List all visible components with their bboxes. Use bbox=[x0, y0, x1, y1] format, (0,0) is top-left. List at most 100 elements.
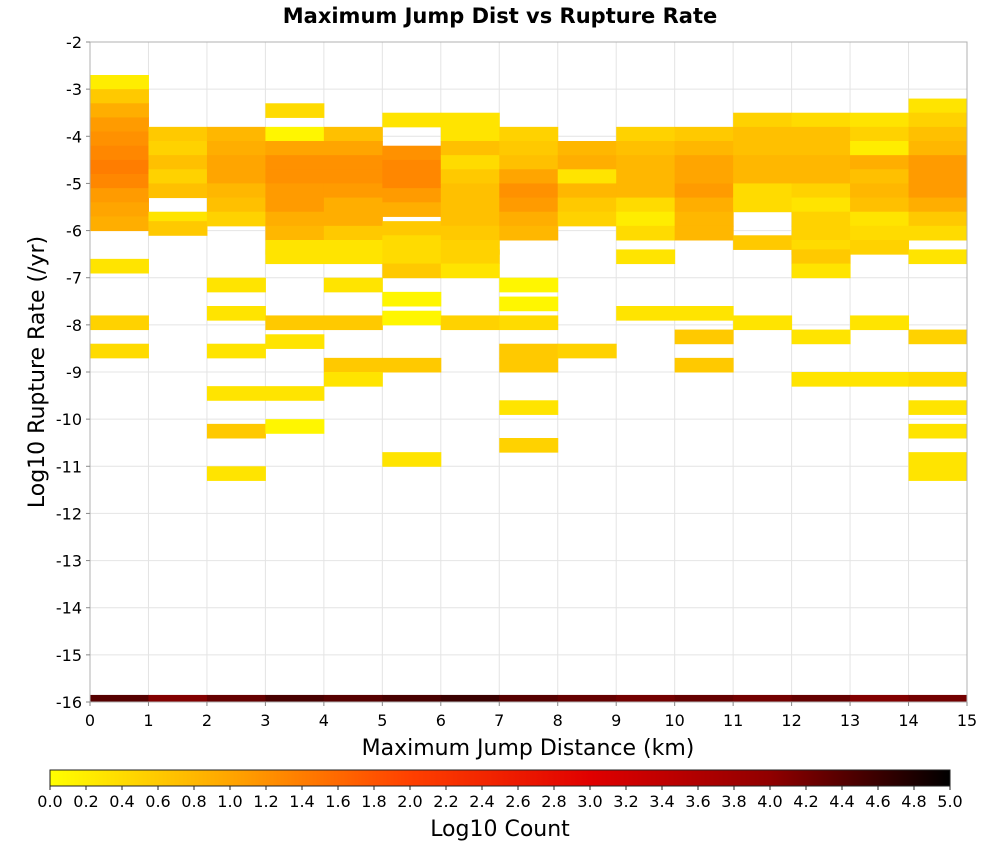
heatmap-cell bbox=[90, 145, 149, 161]
heatmap-cell bbox=[440, 155, 500, 170]
colorbar-tick-label: 1.6 bbox=[325, 792, 350, 811]
heatmap-cell bbox=[323, 183, 383, 199]
heatmap-cell bbox=[206, 126, 266, 142]
heatmap-cell bbox=[616, 169, 676, 184]
heatmap-cell bbox=[90, 694, 149, 702]
heatmap-cell bbox=[616, 211, 676, 227]
colorbar bbox=[49, 769, 951, 787]
y-tick-label: -13 bbox=[56, 552, 82, 571]
y-axis-ticks: -2 -3 -4 -5 -6 -7 -8 -9 -10 -11 -12 -13 -14 -15 -16 bbox=[56, 33, 90, 712]
colorbar-tick-label: 2.6 bbox=[505, 792, 530, 811]
heatmap-cell bbox=[733, 235, 793, 250]
heatmap-cell bbox=[674, 211, 734, 227]
heatmap-cell bbox=[323, 249, 383, 265]
y-tick-label: -3 bbox=[66, 80, 82, 99]
heatmap-cell bbox=[382, 452, 442, 467]
heatmap-cell bbox=[499, 694, 559, 702]
heatmap-cell bbox=[206, 277, 266, 293]
heatmap-cell bbox=[499, 141, 559, 156]
heatmap-cell bbox=[265, 315, 325, 331]
heatmap-cell bbox=[499, 357, 559, 373]
colorbar-tick-label: 4.0 bbox=[757, 792, 782, 811]
x-tick-label: 13 bbox=[840, 711, 860, 730]
heatmap-cell bbox=[148, 183, 208, 199]
y-tick-label: -9 bbox=[66, 363, 82, 382]
x-tick-label: 4 bbox=[319, 711, 329, 730]
y-tick-label: -14 bbox=[56, 599, 82, 618]
heatmap-cell bbox=[206, 169, 266, 184]
heatmap-cell bbox=[265, 211, 325, 227]
heatmap-cell bbox=[323, 211, 383, 227]
heatmap-cell bbox=[90, 315, 149, 331]
heatmap-cell bbox=[850, 155, 910, 170]
heatmap-cell bbox=[791, 112, 851, 128]
heatmap-cell bbox=[206, 423, 266, 439]
colorbar-tick-label: 0.0 bbox=[37, 792, 62, 811]
heatmap-cell bbox=[733, 141, 793, 156]
heatmap-cell bbox=[90, 131, 149, 147]
heatmap-cell bbox=[791, 694, 851, 702]
heatmap-cell bbox=[674, 225, 734, 241]
heatmap-cell bbox=[148, 221, 208, 236]
heatmap-cell bbox=[90, 216, 149, 232]
x-tick-label: 6 bbox=[436, 711, 446, 730]
heatmap-cell bbox=[791, 155, 851, 170]
heatmap-cell bbox=[440, 211, 500, 227]
heatmap-cell bbox=[908, 98, 968, 114]
heatmap-cell bbox=[499, 155, 559, 170]
y-tick-label: -15 bbox=[56, 646, 82, 665]
y-tick-label: -5 bbox=[66, 174, 82, 193]
x-tick-label: 3 bbox=[260, 711, 270, 730]
x-tick-label: 0 bbox=[85, 711, 95, 730]
colorbar-tick-label: 5.0 bbox=[937, 792, 962, 811]
heatmap-cell bbox=[908, 452, 968, 467]
heatmap-cell bbox=[206, 306, 266, 321]
colorbar-tick-label: 0.4 bbox=[109, 792, 134, 811]
heatmap-cell bbox=[148, 155, 208, 170]
heatmap-cell bbox=[90, 258, 149, 274]
heatmap-cell bbox=[323, 155, 383, 170]
heatmap-cell bbox=[850, 372, 910, 387]
colorbar-tick-label: 0.6 bbox=[145, 792, 170, 811]
bottom-band bbox=[90, 694, 968, 702]
heatmap-cell bbox=[733, 155, 793, 170]
heatmap-cell bbox=[440, 126, 500, 142]
y-tick-label: -4 bbox=[66, 127, 82, 146]
heatmap-cell bbox=[90, 202, 149, 217]
heatmap-cell bbox=[557, 197, 617, 213]
heatmap-cell bbox=[90, 174, 149, 189]
heatmap-cell bbox=[850, 240, 910, 255]
heatmap-cell bbox=[206, 155, 266, 170]
heatmap-cell bbox=[616, 141, 676, 156]
heatmap-cell bbox=[850, 141, 910, 156]
x-tick-label: 9 bbox=[611, 711, 621, 730]
heatmap-cell bbox=[850, 197, 910, 213]
y-tick-label: -16 bbox=[56, 693, 82, 712]
colorbar-tick-label: 2.4 bbox=[469, 792, 494, 811]
heatmap-cell bbox=[206, 141, 266, 156]
heatmap-cell bbox=[206, 694, 266, 702]
heatmap-cell bbox=[908, 329, 968, 345]
heatmap-cell bbox=[440, 249, 500, 265]
heatmap-cell bbox=[616, 694, 676, 702]
heatmap-cell bbox=[148, 126, 208, 142]
heatmap-cell bbox=[382, 221, 442, 236]
heatmap-cell bbox=[616, 306, 676, 321]
heatmap-cell bbox=[908, 466, 968, 481]
heatmap-cell bbox=[733, 169, 793, 184]
heatmap-cell bbox=[90, 103, 149, 118]
heatmap-cell bbox=[440, 225, 500, 241]
heatmap-cell bbox=[265, 155, 325, 170]
heatmap-cell bbox=[499, 296, 559, 312]
heatmap-cell bbox=[616, 197, 676, 213]
heatmap-cell bbox=[440, 315, 500, 331]
heatmap-cell bbox=[148, 694, 208, 702]
heatmap-cell bbox=[382, 202, 442, 217]
heatmap-cell bbox=[850, 315, 910, 331]
heatmap-cell bbox=[323, 169, 383, 184]
heatmap-cell bbox=[323, 141, 383, 156]
heatmap-cell bbox=[265, 183, 325, 199]
heatmap-cell bbox=[733, 315, 793, 331]
heatmap-cell bbox=[850, 694, 910, 702]
